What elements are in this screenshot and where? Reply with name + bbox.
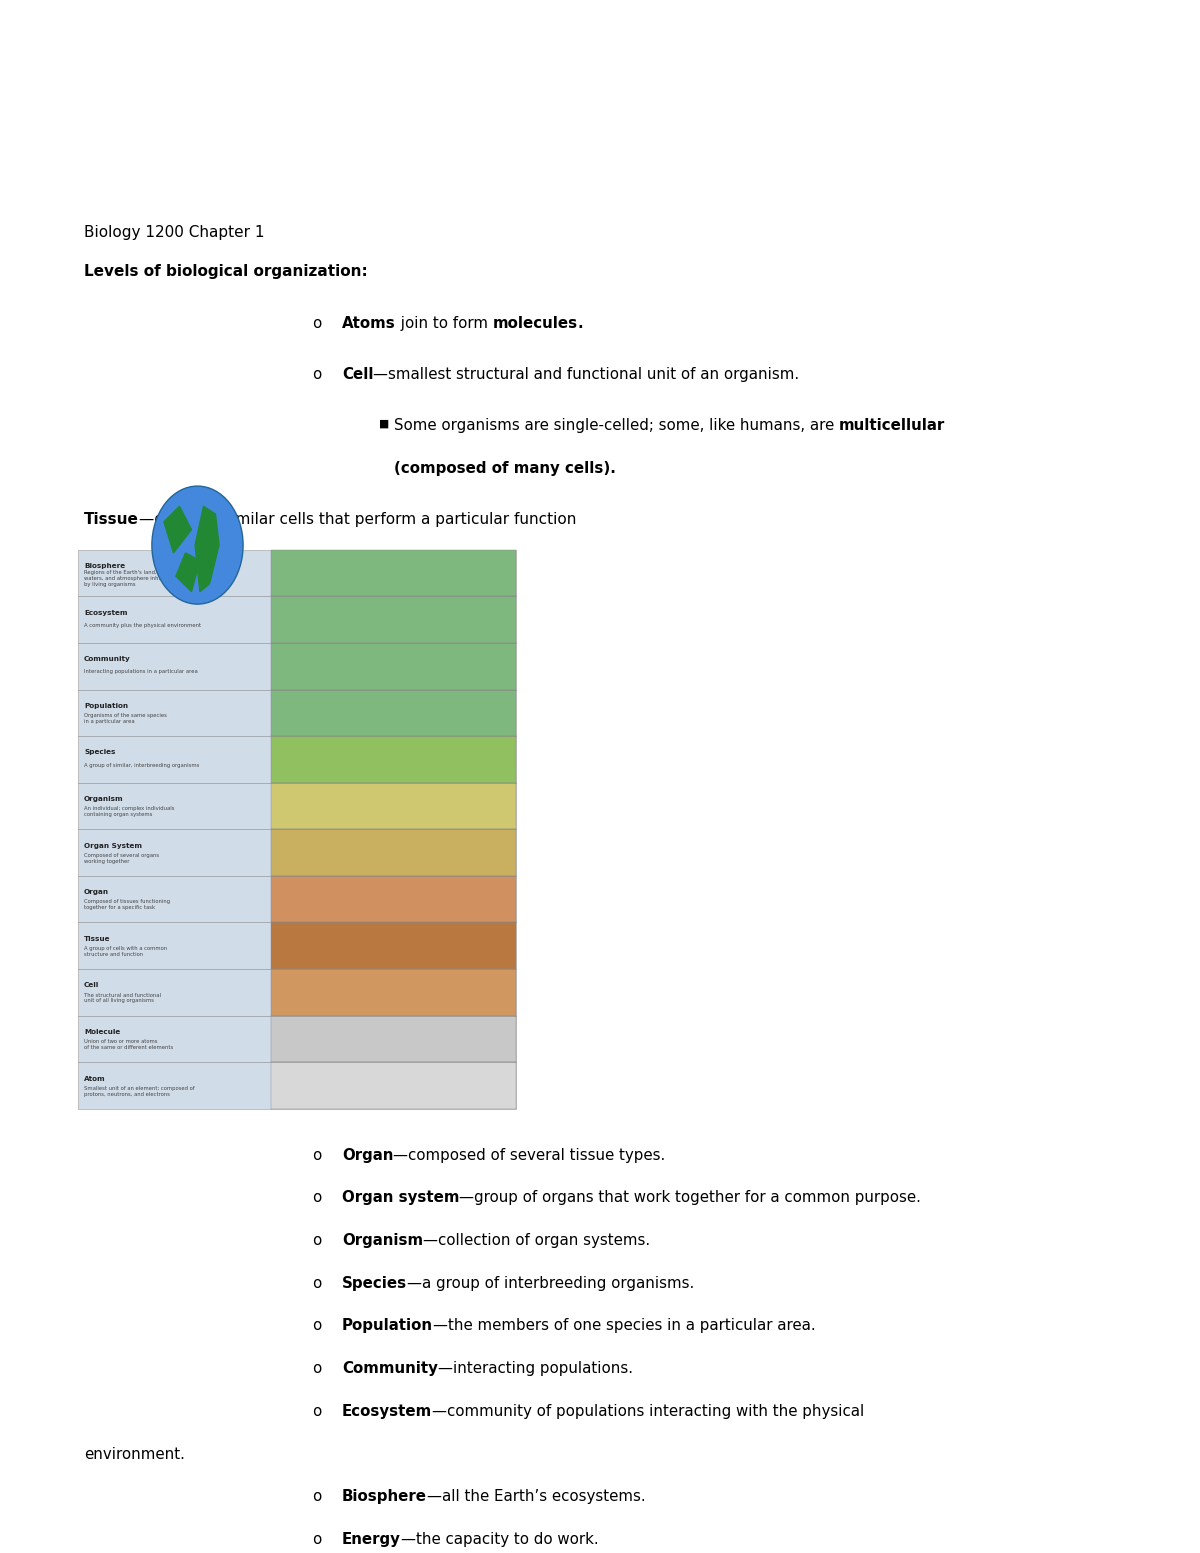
Text: Ecosystem: Ecosystem [84,610,127,615]
Text: Composed of tissues functioning
together for a specific task: Composed of tissues functioning together… [84,899,170,910]
Bar [271,969,516,1016]
Bar [271,922,516,969]
Text: Organ: Organ [342,1148,394,1163]
Text: Energy: Energy [342,1531,401,1547]
Text: Tissue: Tissue [84,936,110,941]
Text: An individual; complex individuals
containing organ systems: An individual; complex individuals conta… [84,806,174,817]
Polygon shape [196,506,220,592]
Text: Molecule: Molecule [84,1030,120,1034]
Text: Organism: Organism [342,1233,424,1249]
Bar [271,596,516,643]
Text: Biosphere: Biosphere [342,1489,427,1505]
Text: Smallest unit of an element; composed of
protons, neutrons, and electrons: Smallest unit of an element; composed of… [84,1086,194,1096]
Text: Atoms: Atoms [342,315,396,331]
Text: molecules: molecules [492,315,577,331]
Text: —a group of interbreeding organisms.: —a group of interbreeding organisms. [407,1277,695,1291]
Text: o: o [312,1191,322,1205]
Bar [271,783,516,829]
Text: Organ system: Organ system [342,1191,460,1205]
Text: o: o [312,1277,322,1291]
Bar [271,550,516,596]
Text: Cell: Cell [342,367,373,382]
Text: environment.: environment. [84,1447,185,1461]
Text: Biology 1200 Chapter 1: Biology 1200 Chapter 1 [84,225,264,241]
Text: —all the Earth’s ecosystems.: —all the Earth’s ecosystems. [427,1489,646,1505]
Text: A community plus the physical environment: A community plus the physical environmen… [84,623,202,627]
Bar [271,736,516,783]
Text: o: o [312,1318,322,1334]
Text: Population: Population [342,1318,433,1334]
Text: —group of organs that work together for a common purpose.: —group of organs that work together for … [460,1191,922,1205]
Text: Composed of several organs
working together: Composed of several organs working toget… [84,853,160,863]
Text: Biosphere: Biosphere [84,564,125,568]
Text: o: o [312,1404,322,1419]
Text: o: o [312,1233,322,1249]
Bar [271,643,516,690]
Text: —group of similar cells that perform a particular function: —group of similar cells that perform a p… [139,512,576,526]
Text: —community of populations interacting with the physical: —community of populations interacting wi… [432,1404,864,1419]
Text: (composed of many cells).: (composed of many cells). [394,461,616,475]
Text: Organ: Organ [84,890,109,895]
Text: o: o [312,1148,322,1163]
Bar [271,1016,516,1062]
Text: multicellular: multicellular [839,418,944,433]
Text: Cell: Cell [84,983,100,988]
Text: Community: Community [84,657,131,662]
Text: join to form: join to form [396,315,492,331]
Text: Regions of the Earth's land,
waters, and atmosphere inhabited
by living organism: Regions of the Earth's land, waters, and… [84,570,175,587]
Text: o: o [312,1531,322,1547]
Text: Organism: Organism [84,797,124,801]
Text: Organisms of the same species
in a particular area: Organisms of the same species in a parti… [84,713,167,724]
Text: Species: Species [84,750,115,755]
Bar [271,876,516,922]
Text: Species: Species [342,1277,407,1291]
Bar [78,550,271,1109]
Circle shape [152,486,244,604]
Text: —collection of organ systems.: —collection of organ systems. [424,1233,650,1249]
Text: Some organisms are single-celled; some, like humans, are: Some organisms are single-celled; some, … [394,418,839,433]
Text: Population: Population [84,704,128,708]
Text: —interacting populations.: —interacting populations. [438,1360,632,1376]
Bar [271,550,516,1109]
Text: A group of similar, interbreeding organisms: A group of similar, interbreeding organi… [84,763,199,767]
Text: —composed of several tissue types.: —composed of several tissue types. [394,1148,666,1163]
Bar [271,1062,516,1109]
Text: Atom: Atom [84,1076,106,1081]
Text: Community: Community [342,1360,438,1376]
Text: ■: ■ [378,418,389,429]
Text: Union of two or more atoms
of the same or different elements: Union of two or more atoms of the same o… [84,1039,173,1050]
Text: Levels of biological organization:: Levels of biological organization: [84,264,367,280]
Text: The structural and functional
unit of all living organisms: The structural and functional unit of al… [84,992,161,1003]
Text: o: o [312,315,322,331]
Text: Organ System: Organ System [84,843,142,848]
Text: —the members of one species in a particular area.: —the members of one species in a particu… [433,1318,816,1334]
Text: —the capacity to do work.: —the capacity to do work. [401,1531,599,1547]
Polygon shape [164,506,192,553]
Text: o: o [312,1489,322,1505]
Text: A group of cells with a common
structure and function: A group of cells with a common structure… [84,946,167,957]
Text: —smallest structural and functional unit of an organism.: —smallest structural and functional unit… [373,367,799,382]
Text: Tissue: Tissue [84,512,139,526]
Text: o: o [312,1360,322,1376]
Bar [271,829,516,876]
Polygon shape [176,553,200,592]
Text: Ecosystem: Ecosystem [342,1404,432,1419]
Text: o: o [312,367,322,382]
Bar [271,690,516,736]
Text: .: . [577,315,583,331]
Text: Interacting populations in a particular area: Interacting populations in a particular … [84,669,198,674]
